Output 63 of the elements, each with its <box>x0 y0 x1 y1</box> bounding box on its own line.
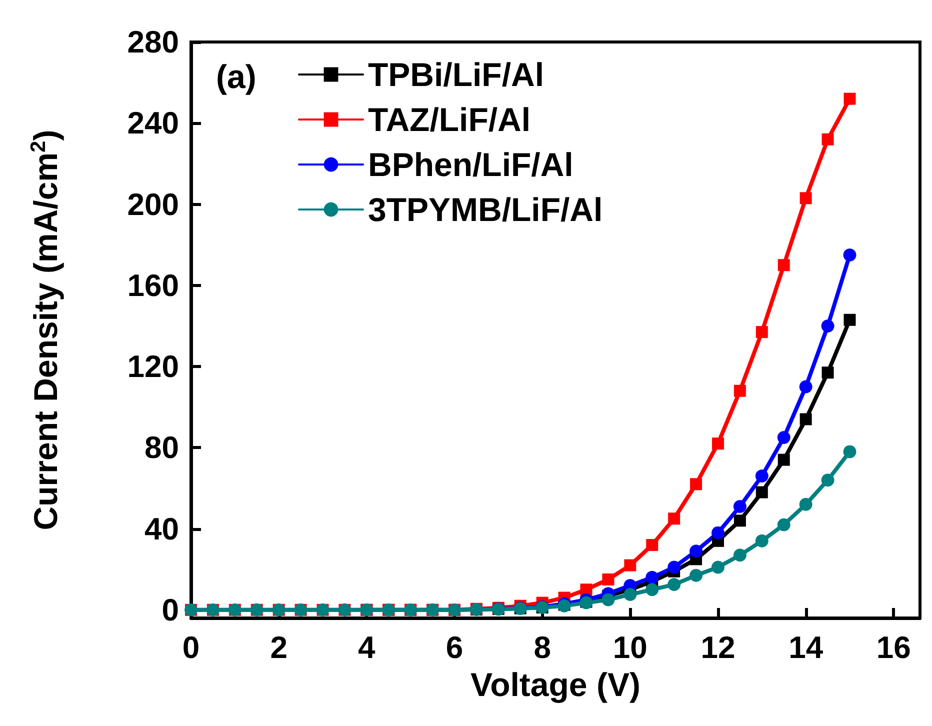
y-tick-label: 0 <box>162 592 179 628</box>
y-tick-label: 160 <box>127 268 179 303</box>
point <box>690 568 703 582</box>
x-tick-label: 10 <box>612 630 648 665</box>
point <box>646 538 658 551</box>
point <box>844 92 856 105</box>
x-tick-label: 16 <box>876 630 911 665</box>
point <box>778 454 790 466</box>
point <box>668 578 681 592</box>
point <box>646 570 659 584</box>
point <box>821 319 834 332</box>
point <box>755 534 768 548</box>
point <box>777 430 790 444</box>
point <box>756 486 768 498</box>
x-tick-label: 14 <box>788 630 824 665</box>
x-tick-label: 2 <box>270 630 288 665</box>
y-tick-label: 80 <box>144 430 179 466</box>
point <box>843 248 856 262</box>
point <box>756 326 768 338</box>
point <box>624 559 636 572</box>
x-tick-label: 4 <box>358 630 376 665</box>
point <box>734 384 746 397</box>
point <box>734 514 746 527</box>
legend-label: BPhen/LiF/Al <box>368 146 574 183</box>
point <box>844 314 856 326</box>
x-axis-title: Voltage (V) <box>470 666 640 703</box>
point <box>668 512 680 525</box>
point <box>602 593 615 606</box>
point <box>822 366 834 379</box>
y-tick-label: 280 <box>127 24 179 60</box>
point <box>755 470 768 483</box>
point <box>668 560 681 574</box>
point <box>690 544 703 558</box>
legend-label: TPBi/LiF/Al <box>368 56 544 93</box>
point <box>800 192 812 204</box>
point <box>821 474 834 487</box>
point <box>733 548 746 562</box>
point <box>646 583 659 596</box>
legend-label: 3TPYMB/LiF/Al <box>368 191 603 228</box>
point <box>777 518 790 532</box>
point <box>602 573 614 586</box>
x-tick-label: 12 <box>700 630 736 665</box>
point <box>799 498 812 511</box>
point <box>778 259 790 272</box>
y-axis-title: Current Density (mA/cm2) <box>27 130 64 530</box>
legend-label: TAZ/LiF/Al <box>368 101 531 138</box>
annotation: (a) <box>216 58 256 95</box>
y-tick-label: 120 <box>127 349 179 384</box>
point <box>712 560 724 574</box>
point <box>712 438 724 450</box>
point <box>843 445 856 458</box>
point <box>712 526 724 540</box>
point <box>690 478 702 490</box>
point <box>799 380 812 394</box>
x-tick-label: 8 <box>534 630 551 665</box>
y-tick-label: 240 <box>127 106 179 141</box>
x-tick-label: 6 <box>446 630 464 665</box>
y-tick-label: 40 <box>144 511 179 546</box>
y-tick-label: 200 <box>127 186 179 222</box>
point <box>800 413 812 426</box>
point <box>733 500 746 513</box>
point <box>822 133 834 146</box>
point <box>624 588 637 601</box>
